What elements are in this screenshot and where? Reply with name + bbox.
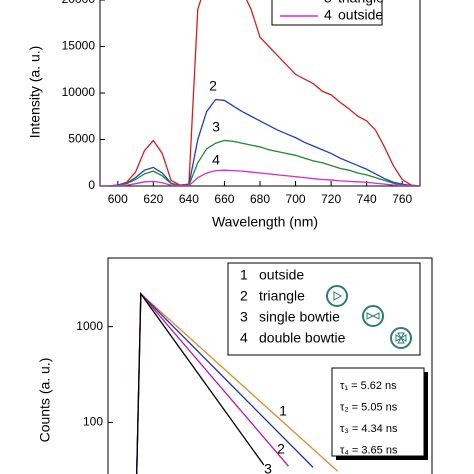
y-axis-title: Intensity (a. u.) — [27, 46, 43, 139]
plot-frame — [99, 0, 421, 187]
plot-area — [136, 291, 339, 474]
icon-glyph — [395, 332, 407, 344]
series-line — [100, 169, 420, 186]
tau-label: τ₄ = 3.65 ns — [340, 444, 398, 456]
legend-label: 3 — [324, 0, 332, 6]
y-axis-title: Counts (a. u.) — [37, 358, 53, 443]
x-tick-label: 700 — [286, 192, 306, 206]
legend-label: 1 — [240, 267, 248, 283]
x-tick-label: 640 — [179, 192, 199, 206]
x-tick-label: 680 — [250, 192, 270, 206]
x-tick-label: 660 — [214, 192, 234, 206]
icon-single-bowtie — [362, 305, 384, 327]
curve-label: 4 — [212, 152, 220, 168]
plot-area — [100, 0, 420, 186]
y-tick-label: 15000 — [62, 39, 96, 53]
x-tick-label: 760 — [392, 192, 412, 206]
legend-text: triangle — [338, 0, 384, 6]
legend-box — [271, 0, 383, 26]
series-line — [100, 139, 420, 186]
legend-label: 3 — [240, 309, 248, 325]
icon-double-bowtie — [390, 327, 412, 349]
series-line — [136, 291, 265, 474]
y-tick-label: 1000 — [76, 319, 103, 333]
x-tick-label: 620 — [143, 192, 163, 206]
x-tick-label: 720 — [321, 192, 341, 206]
tau-box — [331, 367, 425, 457]
plot-frame — [107, 257, 433, 474]
legend-label: 4 — [240, 330, 248, 346]
curve-label: 3 — [264, 461, 272, 474]
x-axis-title: Wavelength (nm) — [212, 214, 318, 230]
y-tick-label: 10000 — [62, 85, 96, 99]
y-tick-label: 100 — [83, 415, 103, 429]
legend-label: 2 — [240, 288, 248, 304]
legend-box — [227, 262, 421, 356]
tau-label: τ₃ = 4.34 ns — [340, 423, 398, 435]
tau-label: τ₁ = 5.62 ns — [340, 380, 397, 392]
x-tick-label: 600 — [108, 192, 128, 206]
curve-label: 2 — [277, 441, 285, 457]
curve-label: 3 — [212, 119, 220, 135]
series-line — [100, 0, 420, 186]
legend-text: single bowtie — [259, 309, 340, 325]
series-line — [100, 98, 420, 186]
curve-label: 2 — [209, 78, 217, 94]
legend-text: outside — [338, 7, 383, 23]
x-tick-label: 740 — [357, 192, 377, 206]
curve-label: 1 — [279, 403, 287, 419]
icon-glyph — [333, 291, 343, 301]
icon-triangle — [326, 285, 348, 307]
legend-text: double bowtie — [259, 330, 346, 346]
icon-glyph — [366, 312, 380, 320]
y-tick-label: 20000 — [62, 0, 96, 6]
legend-text: outside — [259, 267, 304, 283]
legend-label: 4 — [324, 7, 332, 23]
structure-icons — [326, 285, 412, 349]
tau-label: τ₂ = 5.05 ns — [340, 401, 398, 413]
legend-text: triangle — [259, 288, 305, 304]
y-tick-label: 0 — [88, 178, 95, 192]
y-tick-label: 5000 — [68, 132, 95, 146]
